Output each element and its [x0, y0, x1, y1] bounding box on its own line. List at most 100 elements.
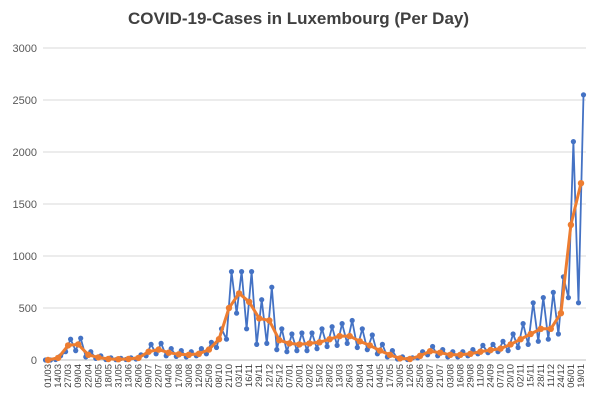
- data-point-daily: [239, 269, 245, 275]
- data-point-average: [75, 341, 82, 348]
- data-point-average: [467, 350, 474, 357]
- data-point-daily: [158, 340, 164, 346]
- data-point-daily: [254, 341, 260, 347]
- x-tick-label: 30/08: [184, 364, 195, 388]
- x-tick-label: 15/02: [315, 364, 326, 388]
- data-point-average: [125, 355, 132, 363]
- data-point-average: [567, 221, 575, 228]
- data-point-average: [557, 310, 565, 317]
- x-tick-label: 01/03: [43, 364, 54, 388]
- data-point-average: [296, 341, 303, 348]
- data-point-average: [316, 339, 323, 346]
- data-point-average: [95, 354, 102, 361]
- data-point-daily: [480, 342, 486, 348]
- data-point-daily: [284, 349, 290, 355]
- data-point-average: [225, 304, 233, 312]
- x-tick-label: 18/05: [103, 364, 114, 388]
- data-point-average: [527, 330, 534, 338]
- data-point-average: [185, 351, 192, 358]
- data-point-daily: [228, 269, 235, 275]
- x-tick-label: 20/01: [294, 364, 305, 388]
- data-point-average: [497, 345, 504, 352]
- x-tick-label: 21/07: [435, 364, 446, 388]
- x-tick-label: 02/11: [516, 364, 527, 387]
- x-tick-label: 24/12: [556, 364, 567, 388]
- data-point-daily: [78, 335, 84, 341]
- data-point-daily: [505, 348, 511, 354]
- x-tick-label: 16/11: [244, 364, 255, 387]
- x-tick-label: 16/08: [455, 364, 466, 388]
- x-tick-label: 27/03: [63, 364, 74, 388]
- x-tick-label: 29/11: [254, 364, 265, 387]
- x-tick-label: 21/10: [224, 364, 235, 388]
- data-point-average: [437, 349, 444, 356]
- data-point-daily: [319, 326, 325, 332]
- data-point-daily: [545, 336, 551, 342]
- data-point-daily: [354, 344, 360, 351]
- x-tick-label: 12/06: [405, 364, 416, 388]
- y-tick-label: 500: [19, 303, 37, 315]
- data-point-average: [105, 355, 112, 363]
- x-tick-label: 14/03: [53, 364, 64, 388]
- data-point-daily: [274, 347, 280, 353]
- data-point-average: [195, 350, 203, 357]
- x-tick-label: 05/05: [93, 364, 104, 388]
- x-tick-label: 06/01: [566, 364, 577, 388]
- data-point-average: [175, 351, 182, 358]
- data-point-average: [577, 180, 585, 187]
- y-tick-label: 1500: [13, 199, 37, 211]
- data-point-average: [376, 347, 384, 354]
- x-tick-label: 03/08: [445, 364, 456, 388]
- x-tick-label: 30/05: [395, 364, 406, 388]
- x-tick-label: 28/11: [536, 364, 547, 387]
- data-point-daily: [68, 336, 74, 342]
- data-point-average: [507, 341, 514, 348]
- x-tick-label: 24/09: [485, 364, 496, 388]
- data-point-daily: [550, 289, 556, 295]
- data-point-daily: [349, 317, 355, 324]
- data-point-average: [266, 317, 273, 324]
- data-point-daily: [244, 326, 250, 332]
- x-tick-label: 25/06: [415, 364, 426, 388]
- data-point-daily: [249, 269, 255, 275]
- data-point-daily: [570, 139, 577, 145]
- data-point-average: [336, 332, 343, 340]
- data-point-daily: [555, 331, 562, 337]
- data-point-average: [326, 336, 333, 343]
- x-tick-label: 07/01: [284, 364, 295, 388]
- x-tick-label: 09/04: [73, 364, 84, 388]
- data-point-daily: [299, 330, 305, 336]
- data-point-average: [165, 349, 172, 356]
- data-point-daily: [344, 340, 350, 346]
- x-tick-label: 25/09: [204, 364, 215, 388]
- x-tick-label: 29/08: [465, 364, 476, 388]
- data-point-daily: [525, 341, 531, 347]
- x-tick-label: 08/04: [355, 364, 366, 388]
- data-point-average: [356, 338, 363, 345]
- data-point-average: [135, 354, 142, 362]
- data-point-daily: [379, 341, 385, 347]
- data-point-daily: [73, 348, 79, 354]
- data-point-average: [537, 325, 544, 332]
- data-point-daily: [540, 295, 546, 301]
- data-point-average: [256, 315, 263, 322]
- data-point-average: [457, 351, 464, 358]
- chart-title: COVID-19-Cases in Luxembourg (Per Day): [127, 9, 470, 28]
- data-point-daily: [269, 284, 275, 290]
- x-tick-label: 20/10: [506, 364, 517, 388]
- data-point-average: [44, 356, 52, 364]
- data-point-average: [346, 332, 353, 340]
- data-point-daily: [294, 348, 300, 354]
- x-tick-label: 13/03: [335, 364, 346, 388]
- x-tick-label: 13/06: [123, 364, 134, 388]
- data-point-daily: [565, 295, 572, 301]
- data-point-daily: [500, 338, 506, 344]
- data-point-average: [487, 346, 494, 354]
- data-point-daily: [510, 331, 516, 337]
- data-point-average: [396, 355, 404, 362]
- data-point-average: [245, 298, 253, 305]
- x-tick-label: 11/09: [475, 364, 486, 387]
- data-point-daily: [359, 326, 365, 332]
- data-point-daily: [324, 343, 330, 350]
